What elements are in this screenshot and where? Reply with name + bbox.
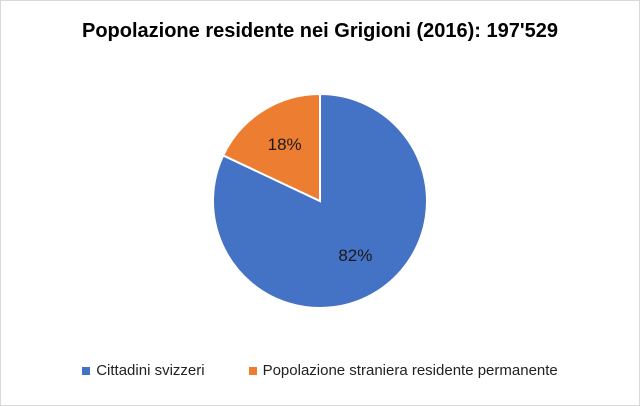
- legend-label-foreign: Popolazione straniera residente permanen…: [262, 362, 558, 379]
- pie-label-foreign: 18%: [268, 135, 302, 154]
- legend-label-swiss: Cittadini svizzeri: [96, 362, 205, 379]
- pie-label-swiss: 82%: [338, 246, 372, 265]
- pie-slice-foreign: [221, 92, 321, 203]
- legend-item-swiss: Cittadini svizzeri: [82, 362, 205, 379]
- legend-swatch-foreign: [248, 366, 257, 375]
- legend-swatch-swiss: [82, 366, 91, 375]
- chart-title: Popolazione residente nei Grigioni (2016…: [81, 20, 558, 42]
- legend-item-foreign: Popolazione straniera residente permanen…: [248, 362, 558, 379]
- chart-legend: Cittadini svizzeri Popolazione straniera…: [0, 362, 640, 379]
